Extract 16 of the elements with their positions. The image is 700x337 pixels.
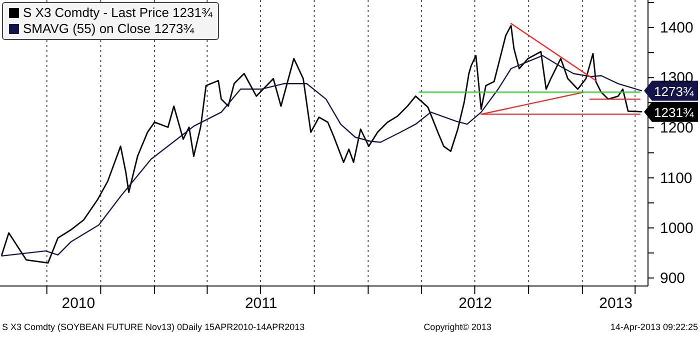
x-tick-label: 2011 xyxy=(244,295,278,312)
annotation: 1273¾ xyxy=(654,84,694,99)
text: 14-Apr-2013 09:22:25 xyxy=(610,322,698,332)
legend-label: S X3 Comdty - Last Price 1231¾ xyxy=(23,5,212,21)
x-tick-label: 2010 xyxy=(62,295,96,312)
x-tick-label: 2013 xyxy=(599,295,632,312)
annotation: 1231¾ xyxy=(654,104,694,120)
y-tick-label: 1400 xyxy=(660,20,694,37)
text: Copyright© 2013 xyxy=(424,322,492,332)
y-tick-label: 1000 xyxy=(660,220,694,237)
legend-label: SMAVG (55) on Close 1273¾ xyxy=(23,21,194,37)
x-tick-label: 2012 xyxy=(458,295,492,312)
text: S X3 Comdty (SOYBEAN FUTURE Nov13) 0Daily 15APR2010-14APR2013 xyxy=(2,322,305,332)
y-tick-label: 900 xyxy=(660,270,686,287)
y-tick-label: 1200 xyxy=(660,120,694,137)
y-tick-label: 1100 xyxy=(660,170,692,187)
